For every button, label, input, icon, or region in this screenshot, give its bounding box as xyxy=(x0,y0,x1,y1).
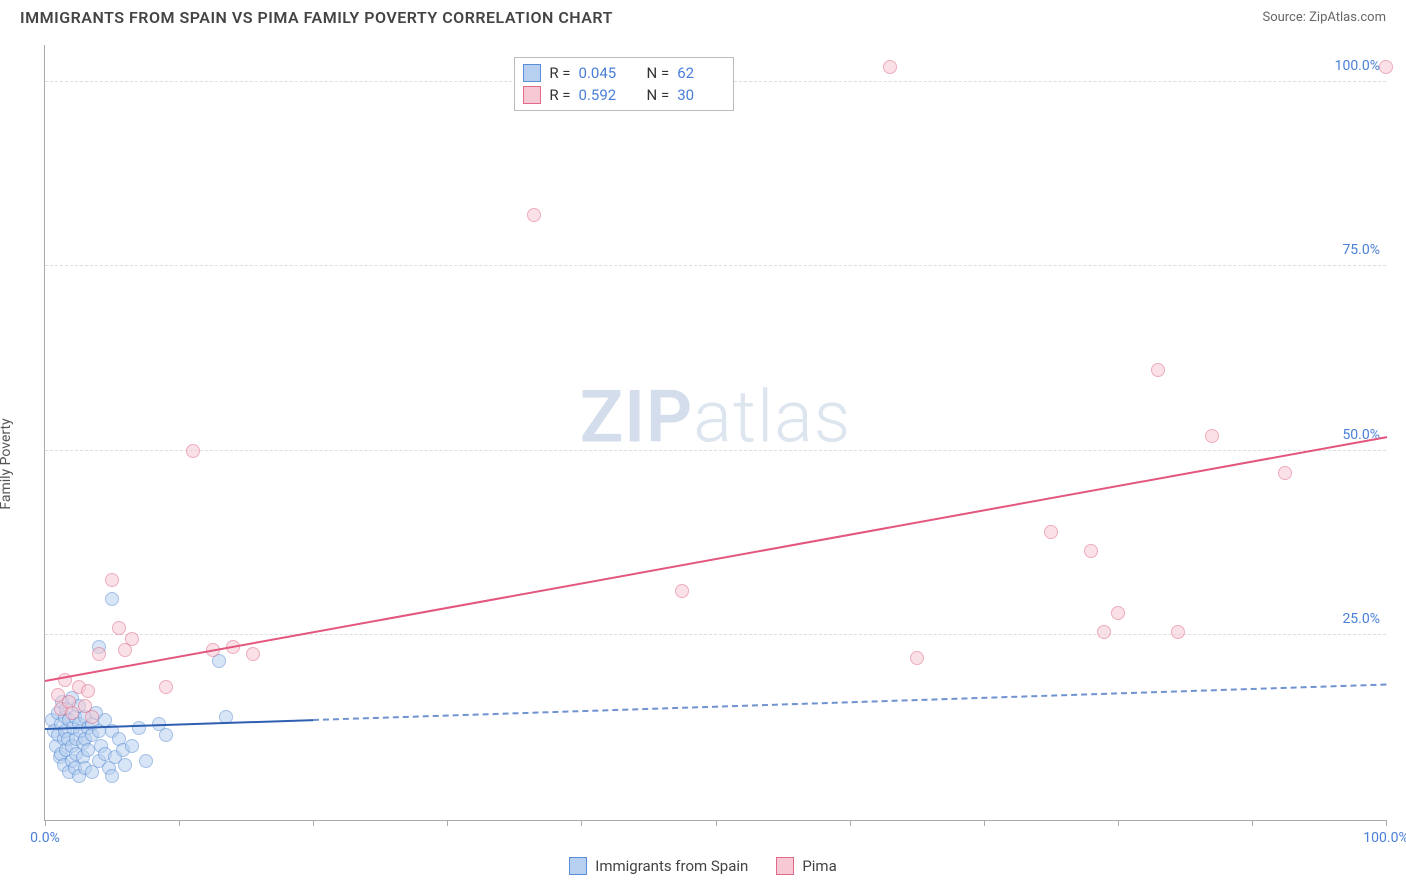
legend-label: Pima xyxy=(802,857,836,875)
gridline xyxy=(45,450,1386,451)
data-point-pima xyxy=(883,60,897,74)
data-point-pima xyxy=(65,706,79,720)
y-axis-label: Family Poverty xyxy=(0,418,14,509)
y-tick-label: 75.0% xyxy=(1342,242,1380,258)
chart-source: Source: ZipAtlas.com xyxy=(1262,10,1386,25)
x-tick xyxy=(1252,820,1253,826)
chart-header: IMMIGRANTS FROM SPAIN VS PIMA FAMILY POV… xyxy=(0,0,1406,31)
x-tick xyxy=(45,820,46,826)
data-point-spain xyxy=(125,739,139,753)
bottom-legend: Immigrants from Spain Pima xyxy=(0,857,1406,875)
y-tick-label: 25.0% xyxy=(1342,611,1380,627)
chart-title: IMMIGRANTS FROM SPAIN VS PIMA FAMILY POV… xyxy=(20,8,613,27)
data-point-pima xyxy=(1097,625,1111,639)
data-point-spain xyxy=(105,769,119,783)
y-tick-label: 100.0% xyxy=(1335,58,1380,74)
data-point-pima xyxy=(675,584,689,598)
legend-swatch xyxy=(523,64,541,82)
watermark: ZIPatlas xyxy=(580,375,852,460)
x-tick-label: 0.0% xyxy=(30,830,60,846)
data-point-pima xyxy=(159,680,173,694)
legend-label: Immigrants from Spain xyxy=(595,857,748,875)
trend-line-extrapolated xyxy=(313,683,1387,720)
stat-n-value: 30 xyxy=(677,86,725,104)
x-tick xyxy=(984,820,985,826)
plot-area: ZIPatlas 25.0%50.0%75.0%100.0%0.0%100.0%… xyxy=(44,45,1386,821)
data-point-spain xyxy=(118,758,132,772)
x-tick xyxy=(179,820,180,826)
gridline xyxy=(45,265,1386,266)
data-point-pima xyxy=(1044,525,1058,539)
data-point-pima xyxy=(1151,363,1165,377)
data-point-pima xyxy=(92,647,106,661)
stats-row-pima: R = 0.592 N = 30 xyxy=(523,84,725,106)
data-point-pima xyxy=(1111,606,1125,620)
data-point-pima xyxy=(81,684,95,698)
stat-r-label: R = xyxy=(549,86,570,104)
data-point-pima xyxy=(1278,466,1292,480)
stat-r-value: 0.592 xyxy=(579,86,627,104)
legend-swatch xyxy=(523,86,541,104)
x-tick xyxy=(1118,820,1119,826)
stat-n-value: 62 xyxy=(677,64,725,82)
x-tick xyxy=(581,820,582,826)
data-point-spain xyxy=(139,754,153,768)
x-tick-label: 100.0% xyxy=(1363,830,1406,846)
legend-swatch xyxy=(569,857,587,875)
data-point-pima xyxy=(1171,625,1185,639)
stats-legend: R = 0.045 N = 62 R = 0.592 N = 30 xyxy=(514,57,734,111)
data-point-pima xyxy=(910,651,924,665)
legend-item: Immigrants from Spain xyxy=(569,857,748,875)
stats-row-spain: R = 0.045 N = 62 xyxy=(523,62,725,84)
watermark-bold: ZIP xyxy=(580,375,693,460)
x-tick xyxy=(313,820,314,826)
watermark-rest: atlas xyxy=(693,375,851,460)
gridline xyxy=(45,634,1386,635)
data-point-pima xyxy=(527,208,541,222)
data-point-spain xyxy=(105,592,119,606)
data-point-pima xyxy=(112,621,126,635)
source-prefix: Source: xyxy=(1262,10,1309,25)
data-point-pima xyxy=(1205,429,1219,443)
data-point-pima xyxy=(1084,544,1098,558)
source-link[interactable]: ZipAtlas.com xyxy=(1309,10,1386,25)
stat-r-value: 0.045 xyxy=(579,64,627,82)
data-point-pima xyxy=(125,632,139,646)
data-point-pima xyxy=(246,647,260,661)
trend-line xyxy=(45,436,1387,682)
data-point-spain xyxy=(159,728,173,742)
data-point-spain xyxy=(81,743,95,757)
x-tick xyxy=(850,820,851,826)
data-point-pima xyxy=(1379,60,1393,74)
x-tick xyxy=(447,820,448,826)
stat-r-label: R = xyxy=(549,64,570,82)
stat-n-label: N = xyxy=(647,86,670,104)
data-point-pima xyxy=(105,573,119,587)
x-tick xyxy=(716,820,717,826)
legend-item: Pima xyxy=(776,857,836,875)
legend-swatch xyxy=(776,857,794,875)
stat-n-label: N = xyxy=(647,64,670,82)
x-tick xyxy=(1386,820,1387,826)
chart-container: Family Poverty ZIPatlas 25.0%50.0%75.0%1… xyxy=(0,31,1406,881)
data-point-pima xyxy=(85,710,99,724)
data-point-pima xyxy=(186,444,200,458)
data-point-spain xyxy=(132,721,146,735)
